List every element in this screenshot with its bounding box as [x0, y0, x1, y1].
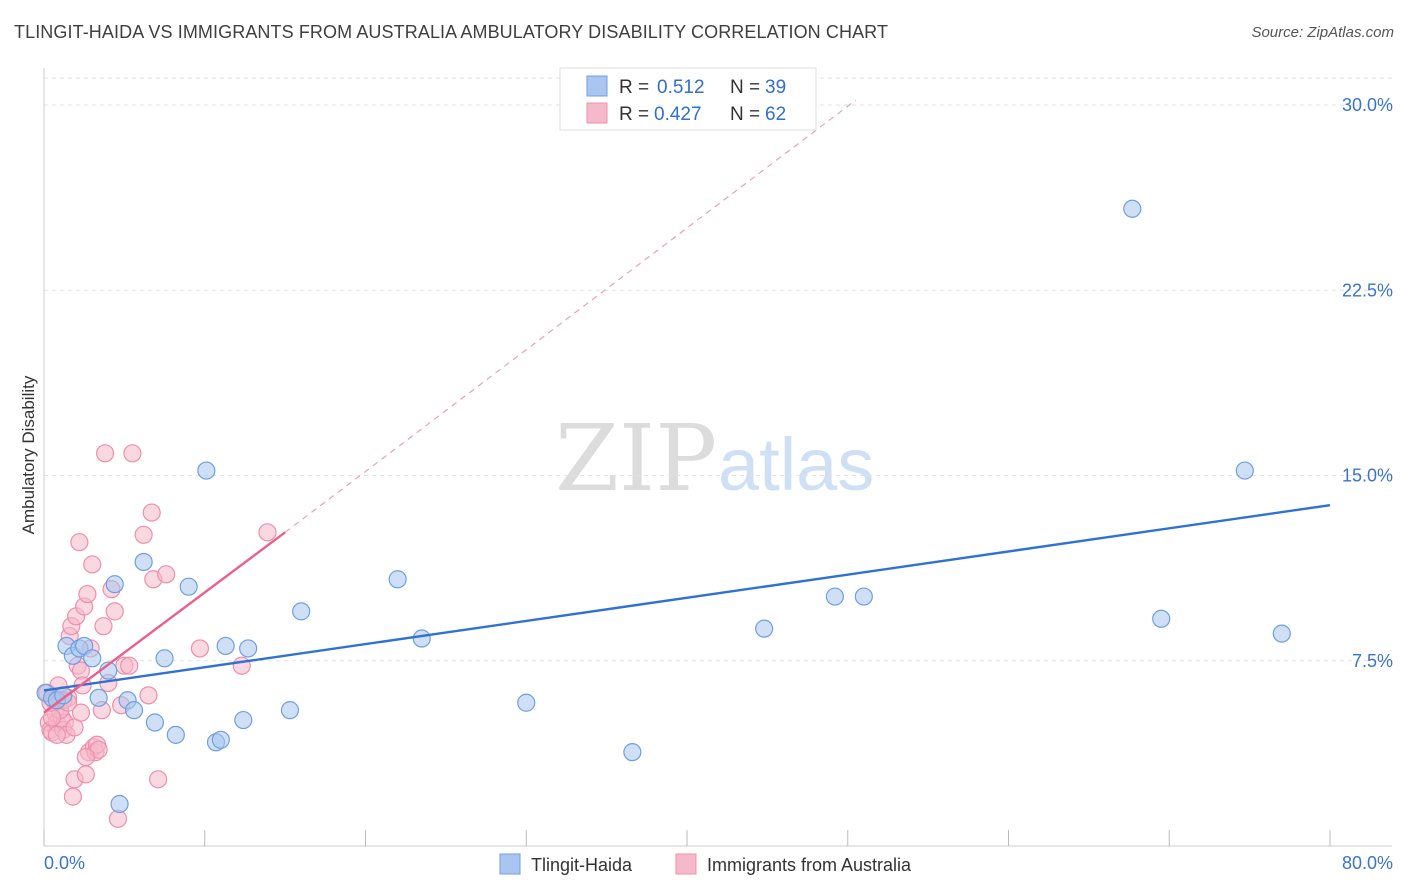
immigrants-australia-point	[190, 639, 210, 658]
tlingit-haida-point	[239, 639, 258, 658]
y-tick-label: 7.5%	[1352, 651, 1393, 671]
y-tick-label: 22.5%	[1342, 280, 1393, 300]
pink-trend-extension	[284, 99, 857, 533]
y-tick-label: 30.0%	[1342, 95, 1393, 115]
source-label: Source: ZipAtlas.com	[1251, 24, 1394, 41]
immigrants-australia-point	[95, 444, 115, 463]
immigrants-australia-point	[83, 555, 102, 574]
tlingit-haida-point	[179, 577, 198, 596]
tlingit-haida-point	[825, 587, 844, 606]
immigrants-australia-point	[258, 523, 277, 542]
immigrants-australia-point	[120, 656, 139, 675]
x-tick-label-min: 0.0%	[44, 853, 85, 873]
tlingit-haida-point	[216, 636, 235, 656]
legend-pink-r-label: R =	[619, 104, 649, 125]
series-legend: Tlingit-Haida Immigrants from Australia	[499, 853, 912, 875]
tlingit-haida-point	[1235, 461, 1254, 480]
legend-pink-swatch	[586, 102, 608, 124]
immigrants-australia-point	[123, 444, 142, 463]
tlingit-haida-point	[197, 461, 216, 480]
tlingit-haida-point	[623, 743, 642, 762]
tlingit-haida-point	[517, 693, 536, 712]
legend-blue-r-value: 0.512	[657, 77, 705, 98]
tlingit-haida-point	[83, 649, 102, 668]
tlingit-haida-point	[854, 587, 873, 606]
tlingit-haida-point	[89, 688, 108, 707]
immigrants-australia-point	[78, 584, 97, 604]
tlingit-haida-point	[412, 629, 431, 648]
pink-trend-line	[43, 531, 286, 714]
tlingit-haida-point	[124, 701, 144, 720]
immigrants-australia-point	[70, 533, 89, 552]
y-axis-label: Ambulatory Disability	[19, 375, 38, 534]
legend-blue-swatch	[586, 75, 608, 97]
tlingit-haida-point	[280, 701, 300, 720]
blue-trend-line	[43, 503, 1331, 692]
y-tick-labels: 7.5% 15.0% 22.5% 30.0%	[1342, 95, 1393, 671]
legend-blue-r-label: R =	[619, 77, 649, 98]
immigrants-australia-point	[134, 525, 153, 544]
watermark-atlas: atlas	[718, 423, 874, 506]
legend-blue-n-label: N =	[730, 77, 760, 98]
legend-pink-n-label: N =	[730, 104, 760, 125]
immigrants-australia-point	[47, 725, 66, 744]
tlingit-haida-point	[166, 725, 185, 744]
immigrants-australia-point	[157, 565, 176, 584]
immigrants-australia-point	[71, 703, 91, 722]
x-ticks	[43, 830, 1331, 846]
immigrants-australia-point	[105, 602, 124, 621]
bottom-legend-pink-swatch	[675, 853, 697, 875]
tlingit-haida-point	[1152, 609, 1171, 628]
bottom-legend-blue-label: Tlingit-Haida	[531, 855, 633, 875]
tlingit-haida-point	[110, 794, 129, 814]
tlingit-haida-point	[134, 552, 153, 572]
bottom-legend-blue-swatch	[499, 853, 521, 875]
tlingit-haida-point	[105, 575, 124, 594]
immigrants-australia-point	[94, 617, 113, 636]
tlingit-haida-point	[292, 602, 311, 621]
tlingit-haida-point	[1272, 624, 1291, 643]
tlingit-haida-point	[211, 730, 230, 749]
bottom-legend-pink-label: Immigrants from Australia	[707, 855, 912, 875]
correlation-legend: R = 0.512 N = 39 R = 0.427 N = 62	[559, 67, 817, 131]
y-tick-label: 15.0%	[1342, 466, 1393, 486]
trend-lines	[43, 99, 1331, 714]
legend-pink-r-value: 0.427	[654, 104, 702, 125]
tlingit-haida-point	[155, 649, 174, 668]
tlingit-haida-point	[234, 710, 253, 730]
x-tick-label-max: 80.0%	[1342, 853, 1393, 873]
immigrants-australia-point	[142, 503, 161, 522]
series-immigrants-australia	[38, 444, 277, 828]
immigrants-australia-point	[232, 656, 251, 675]
chart-title: TLINGIT-HAIDA VS IMMIGRANTS FROM AUSTRAL…	[14, 22, 889, 42]
series-tlingit-haida	[36, 199, 1291, 814]
tlingit-haida-point	[755, 619, 774, 638]
watermark-zip: ZIP	[555, 405, 717, 512]
legend-pink-n-value: 62	[765, 104, 786, 125]
x-tick-labels: 0.0% 80.0%	[44, 853, 1393, 873]
gridlines	[44, 77, 1392, 662]
immigrants-australia-point	[149, 770, 168, 789]
tlingit-haida-point	[1123, 199, 1142, 218]
immigrants-australia-point	[139, 686, 158, 705]
immigrants-australia-point	[63, 787, 83, 806]
immigrants-australia-point	[76, 765, 95, 784]
immigrants-australia-point	[76, 747, 95, 767]
tlingit-haida-point	[388, 570, 407, 589]
legend-blue-n-value: 39	[765, 77, 786, 98]
tlingit-haida-point	[145, 713, 165, 732]
